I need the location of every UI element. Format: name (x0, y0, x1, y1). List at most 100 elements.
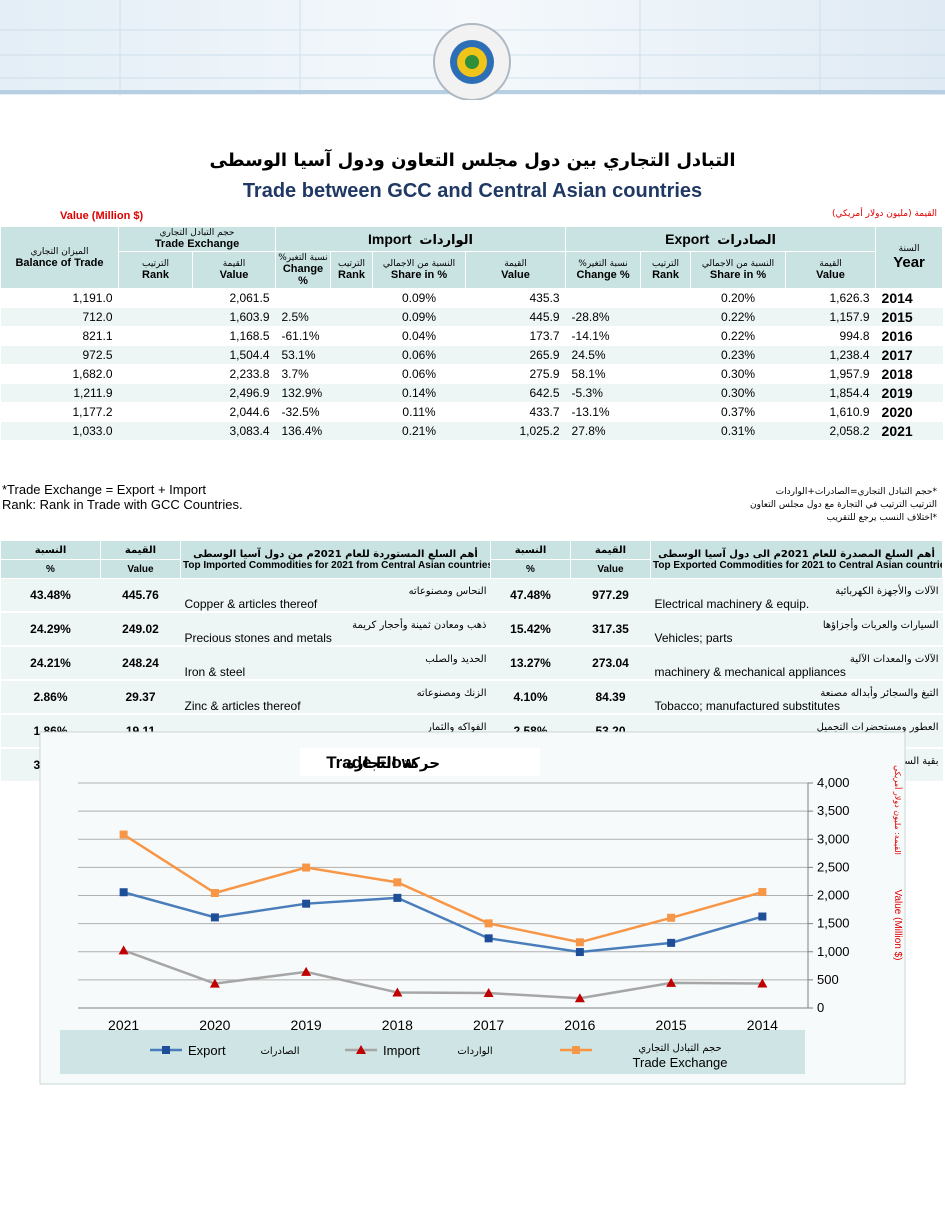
cell: 1,957.9 (786, 365, 876, 384)
data-row: 24.29%249.02ذهب ومعادن ثمينة وأحجار كريم… (1, 612, 943, 646)
cell: 0.14% (373, 384, 466, 403)
y-tick-label: 500 (817, 972, 839, 987)
x-tick-label: 2015 (656, 1017, 687, 1033)
header-arabic: الواردات (419, 232, 473, 247)
cell: 445.9 (466, 308, 566, 327)
cell: 1,238.4 (786, 346, 876, 365)
cell: 275.9 (466, 365, 566, 384)
header-arabic: حجم التبادل التجاري (121, 228, 273, 238)
cell: -14.1% (566, 327, 641, 346)
percent: 2.86% (1, 680, 101, 714)
cell: 0.09% (373, 289, 466, 308)
banner (0, 0, 945, 100)
marker (393, 878, 401, 886)
header-export: Export الصادرات (566, 227, 876, 252)
percent: 15.42% (491, 612, 571, 646)
subheader-english: Value (816, 269, 845, 281)
cell (641, 384, 691, 403)
cell: 136.4% (276, 422, 331, 441)
cell (119, 346, 193, 365)
section-title-english: Top Exported Commodities for 2021 to Cen… (653, 560, 940, 571)
commodity-arabic: النحاس ومصنوعاته (185, 586, 487, 597)
cell (119, 384, 193, 403)
commodity: الزنك ومصنوعاتهZinc & articles thereof (181, 680, 491, 714)
percent: 47.48% (491, 579, 571, 613)
legend-label: Trade Exchange (633, 1055, 728, 1070)
title-arabic: التبادل التجاري بين دول مجلس التعاون ودو… (0, 150, 945, 171)
subheader-english: Rank (338, 269, 365, 281)
x-tick-label: 2020 (199, 1017, 230, 1033)
value: 84.39 (571, 680, 651, 714)
cell (641, 346, 691, 365)
trade-table: الميزان التجاريBalance of Tradeحجم التبا… (0, 226, 943, 441)
cell: 0.04% (373, 327, 466, 346)
cell: 1,025.2 (466, 422, 566, 441)
subheader-arabic: الترتيب (643, 259, 688, 269)
subheader-english: Share in % (391, 269, 447, 281)
cell: 3,083.4 (193, 422, 276, 441)
cell: 0.22% (691, 308, 786, 327)
cell: 265.9 (466, 346, 566, 365)
commodity-english: Vehicles; parts (655, 631, 733, 645)
cell: 2019 (876, 384, 943, 403)
cell: 1,033.0 (1, 422, 119, 441)
cell (331, 346, 373, 365)
subheader: الترتيبRank (119, 252, 193, 289)
commodity: السيارات والعربات وأجزاؤهاVehicles; part… (651, 612, 943, 646)
cell (641, 308, 691, 327)
cell: 0.06% (373, 365, 466, 384)
cell: 2014 (876, 289, 943, 308)
marker (120, 831, 128, 839)
subheader-arabic: القيمة (468, 259, 563, 269)
cell: 2,058.2 (786, 422, 876, 441)
subheader: نسبة التغير%Change % (566, 252, 641, 289)
section-title-english: Top Imported Commodities for 2021 from C… (183, 560, 488, 571)
subheader-arabic: نسبة التغير% (568, 259, 638, 269)
cell: -32.5% (276, 403, 331, 422)
percent: 4.10% (491, 680, 571, 714)
note-arabic: *حجم التبادل التجاري=الصادرات+الواردات (750, 486, 937, 499)
x-tick-label: 2021 (108, 1017, 139, 1033)
y-tick-label: 1,000 (817, 944, 850, 959)
marker (758, 913, 766, 921)
cell: -61.1% (276, 327, 331, 346)
commodity-arabic: الزنك ومصنوعاته (185, 688, 487, 699)
marker (576, 948, 584, 956)
cell: 0.22% (691, 327, 786, 346)
cell: 1,168.5 (193, 327, 276, 346)
subheader-arabic: النسبة من الاجمالي (693, 259, 783, 269)
cell: 0.31% (691, 422, 786, 441)
header-english: Import (368, 231, 412, 247)
cell: 1,177.2 (1, 403, 119, 422)
commodity-english: machinery & mechanical appliances (655, 665, 846, 679)
note: *Trade Exchange = Export + Import (2, 482, 243, 497)
header-pct-arabic: النسبة (491, 541, 571, 560)
cell: 642.5 (466, 384, 566, 403)
cell: 2,233.8 (193, 365, 276, 384)
cell: 0.30% (691, 384, 786, 403)
cell: 1,157.9 (786, 308, 876, 327)
y-axis-label-arabic: القيمة: مليون دولار أمريكي (893, 765, 903, 855)
commodity-english: Zinc & articles thereof (185, 699, 301, 713)
cell: 1,854.4 (786, 384, 876, 403)
x-tick-label: 2019 (291, 1017, 322, 1033)
note-arabic: *اختلاف النسب يرجع للتقريب (750, 512, 937, 525)
percent: 13.27% (491, 646, 571, 680)
cell (119, 422, 193, 441)
subheader-english: Rank (142, 269, 169, 281)
marker (211, 889, 219, 897)
cell: 1,504.4 (193, 346, 276, 365)
page: التبادل التجاري بين دول مجلس التعاون ودو… (0, 0, 945, 1222)
cell: 2021 (876, 422, 943, 441)
cell: 27.8% (566, 422, 641, 441)
cell: -28.8% (566, 308, 641, 327)
cell: -13.1% (566, 403, 641, 422)
cell: 0.20% (691, 289, 786, 308)
subheader: الترتيبRank (641, 252, 691, 289)
data-row: 1,177.22,044.6-32.5%0.11%433.7-13.1%0.37… (1, 403, 943, 422)
